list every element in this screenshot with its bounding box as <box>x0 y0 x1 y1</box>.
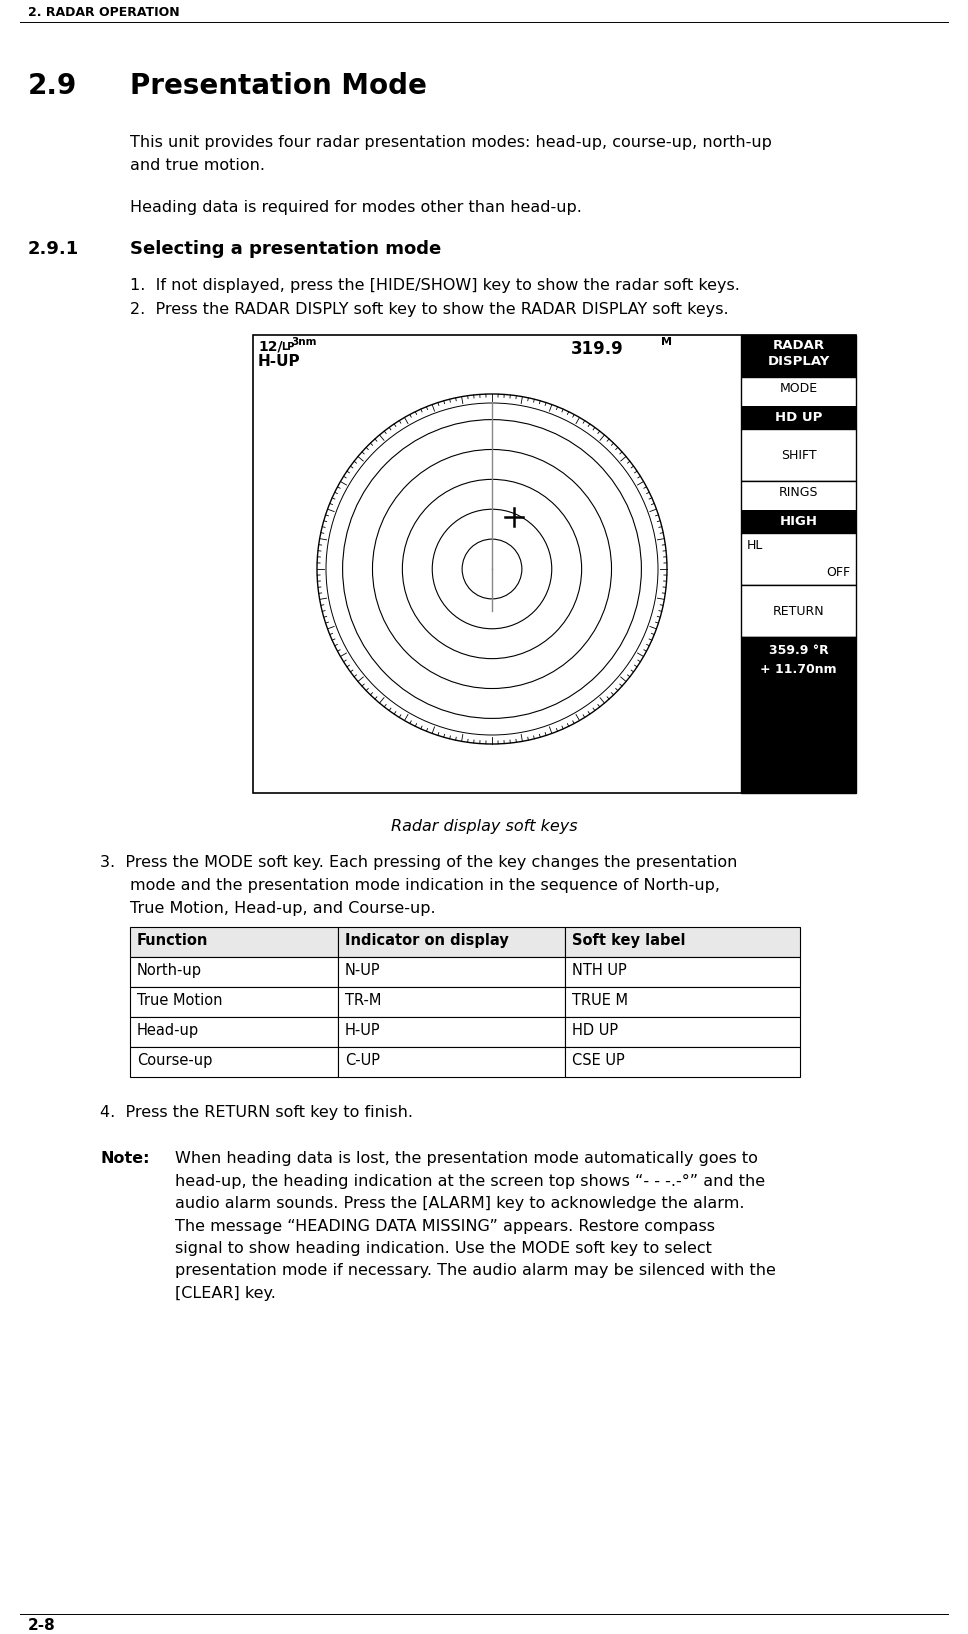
Bar <box>565 1047 800 1077</box>
Bar <box>130 1016 338 1047</box>
Text: RETURN: RETURN <box>772 605 825 618</box>
Text: SHIFT: SHIFT <box>780 448 816 461</box>
Text: signal to show heading indication. Use the MODE soft key to select: signal to show heading indication. Use t… <box>175 1240 711 1257</box>
Text: 2.9: 2.9 <box>28 72 77 100</box>
Bar <box>741 335 856 377</box>
Text: TR-M: TR-M <box>345 993 381 1008</box>
Text: Function: Function <box>137 933 208 948</box>
Text: RINGS: RINGS <box>778 485 818 498</box>
Text: OFF: OFF <box>826 565 850 578</box>
Text: 2. RADAR OPERATION: 2. RADAR OPERATION <box>28 7 180 20</box>
Text: CSE UP: CSE UP <box>572 1052 624 1069</box>
Text: 1.  If not displayed, press the [HIDE/SHOW] key to show the radar soft keys.: 1. If not displayed, press the [HIDE/SHO… <box>130 278 740 292</box>
Text: 3nm: 3nm <box>291 337 317 346</box>
Text: HD UP: HD UP <box>572 1023 619 1038</box>
Text: mode and the presentation mode indication in the sequence of North-up,: mode and the presentation mode indicatio… <box>130 877 720 894</box>
Bar <box>565 926 800 958</box>
Text: True Motion: True Motion <box>137 993 223 1008</box>
Text: True Motion, Head-up, and Course-up.: True Motion, Head-up, and Course-up. <box>130 900 436 917</box>
Text: 2.9.1: 2.9.1 <box>28 240 79 258</box>
Text: and true motion.: and true motion. <box>130 158 265 173</box>
Text: NTH UP: NTH UP <box>572 962 626 979</box>
Text: RADAR
DISPLAY: RADAR DISPLAY <box>768 338 830 368</box>
Text: When heading data is lost, the presentation mode automatically goes to: When heading data is lost, the presentat… <box>175 1150 758 1167</box>
Bar <box>741 430 856 480</box>
Bar <box>565 1016 800 1047</box>
Bar <box>741 510 856 533</box>
Bar <box>741 407 856 430</box>
Text: Radar display soft keys: Radar display soft keys <box>391 819 577 833</box>
Text: This unit provides four radar presentation modes: head-up, course-up, north-up: This unit provides four radar presentati… <box>130 136 771 150</box>
Text: Course-up: Course-up <box>137 1052 212 1069</box>
Bar <box>338 958 565 987</box>
Bar <box>338 987 565 1016</box>
Text: Head-up: Head-up <box>137 1023 199 1038</box>
Bar <box>741 377 856 430</box>
Bar <box>130 1047 338 1077</box>
Text: C-UP: C-UP <box>345 1052 380 1069</box>
Bar <box>338 1047 565 1077</box>
Text: M: M <box>661 337 672 346</box>
Text: + 11.70nm: + 11.70nm <box>760 663 836 676</box>
Text: 3.  Press the MODE soft key. Each pressing of the key changes the presentation: 3. Press the MODE soft key. Each pressin… <box>100 855 738 869</box>
Text: HD UP: HD UP <box>774 412 822 423</box>
Text: presentation mode if necessary. The audio alarm may be silenced with the: presentation mode if necessary. The audi… <box>175 1263 776 1278</box>
Bar <box>741 533 856 585</box>
Text: The message “HEADING DATA MISSING” appears. Restore compass: The message “HEADING DATA MISSING” appea… <box>175 1219 715 1234</box>
Text: H-UP: H-UP <box>345 1023 380 1038</box>
Text: North-up: North-up <box>137 962 202 979</box>
Text: Presentation Mode: Presentation Mode <box>130 72 427 100</box>
Text: 12/: 12/ <box>258 338 283 353</box>
Bar <box>130 926 338 958</box>
Text: LP: LP <box>281 342 294 351</box>
Bar <box>130 987 338 1016</box>
Bar <box>565 958 800 987</box>
Bar <box>338 926 565 958</box>
Text: audio alarm sounds. Press the [ALARM] key to acknowledge the alarm.: audio alarm sounds. Press the [ALARM] ke… <box>175 1196 744 1211</box>
Text: 2.  Press the RADAR DISPLY soft key to show the RADAR DISPLAY soft keys.: 2. Press the RADAR DISPLY soft key to sh… <box>130 302 729 317</box>
Text: HL: HL <box>747 539 764 552</box>
Text: Soft key label: Soft key label <box>572 933 685 948</box>
Text: Indicator on display: Indicator on display <box>345 933 509 948</box>
Text: 319.9: 319.9 <box>571 340 623 358</box>
Text: N-UP: N-UP <box>345 962 380 979</box>
Text: H-UP: H-UP <box>258 355 301 369</box>
Text: TRUE M: TRUE M <box>572 993 628 1008</box>
Text: Note:: Note: <box>100 1150 149 1167</box>
Text: Selecting a presentation mode: Selecting a presentation mode <box>130 240 441 258</box>
Bar <box>741 585 856 637</box>
Text: 4.  Press the RETURN soft key to finish.: 4. Press the RETURN soft key to finish. <box>100 1105 413 1119</box>
Text: [CLEAR] key.: [CLEAR] key. <box>175 1286 276 1301</box>
Text: Heading data is required for modes other than head-up.: Heading data is required for modes other… <box>130 199 582 216</box>
Text: HIGH: HIGH <box>779 515 818 528</box>
Text: head-up, the heading indication at the screen top shows “- - -.-°” and the: head-up, the heading indication at the s… <box>175 1173 765 1188</box>
Text: MODE: MODE <box>779 382 818 395</box>
Text: 359.9 °R: 359.9 °R <box>769 644 829 657</box>
Bar <box>741 480 856 533</box>
Bar <box>741 637 856 792</box>
Bar <box>253 335 856 792</box>
Bar <box>130 958 338 987</box>
Bar <box>338 1016 565 1047</box>
Bar <box>565 987 800 1016</box>
Text: 2-8: 2-8 <box>28 1618 56 1632</box>
